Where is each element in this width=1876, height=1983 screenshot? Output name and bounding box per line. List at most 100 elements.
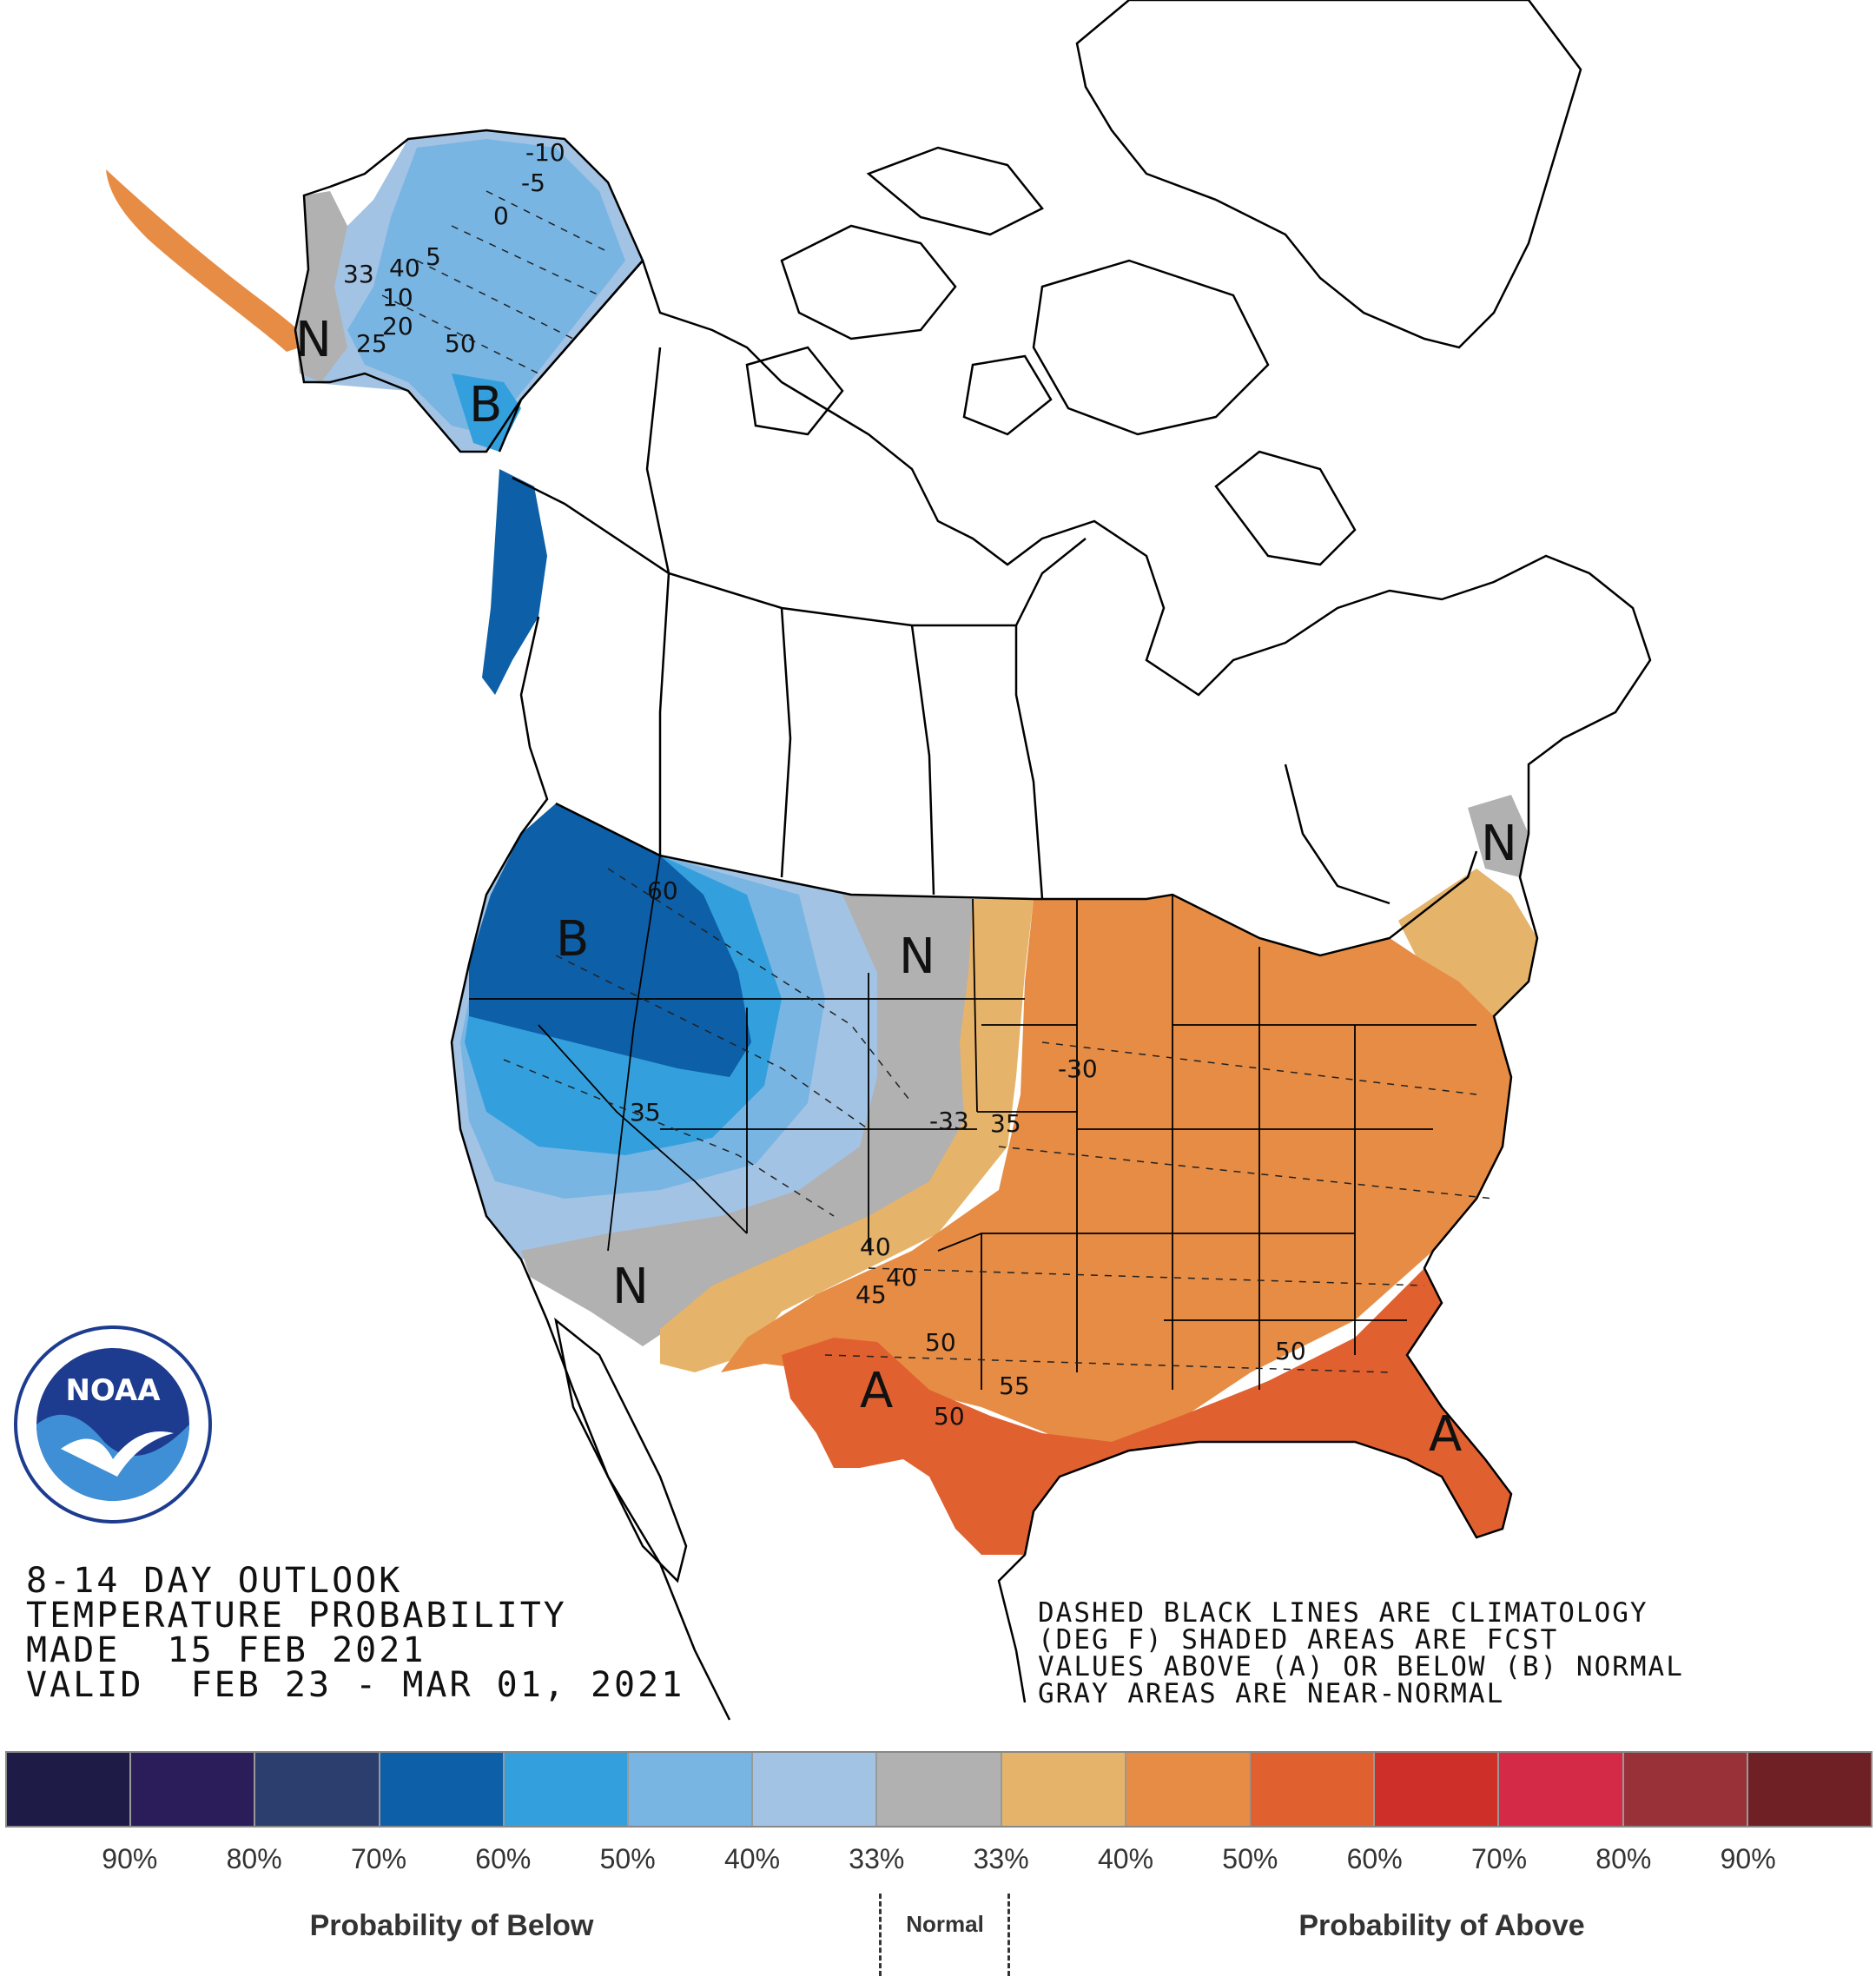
boundaries [294, 0, 1652, 1721]
contour-label: 20 [382, 312, 413, 340]
contour-label: 50 [934, 1402, 965, 1431]
contour-label: 40 [886, 1263, 917, 1292]
us-state-lines [469, 855, 1476, 1390]
contour-label: 60 [647, 876, 678, 905]
colorbar-tick-label: 90% [1720, 1843, 1776, 1874]
normal-divider-left [879, 1894, 882, 1976]
contour-label: -33 [929, 1107, 969, 1135]
greenland-outline [1075, 0, 1582, 349]
above-label: Probability of Above [1298, 1909, 1585, 1942]
colorbar-tick-label: 33% [973, 1843, 1029, 1874]
contour-label: 50 [445, 329, 476, 358]
alaska-canada-border [498, 260, 644, 453]
colorbar-swatch [753, 1753, 878, 1826]
colorbar-swatch [255, 1753, 380, 1826]
note-line: VALUES ABOVE (A) OR BELOW (B) NORMAL [1038, 1651, 1684, 1682]
alaska-below-letter: B [469, 377, 502, 433]
title-line: VALID FEB 23 - MAR 01, 2021 [26, 1665, 685, 1705]
arctic-islands-outline [745, 146, 1357, 566]
light-orange-band-region [660, 899, 1034, 1372]
alaska-outline [294, 129, 644, 453]
texas-above-letter: A [860, 1363, 893, 1419]
normal-label: Normal [906, 1911, 984, 1937]
florida-above-letter: A [1429, 1406, 1462, 1463]
north-america-outline [641, 260, 1652, 1703]
colorbar-tick-label: 80% [226, 1843, 282, 1874]
colorbar-swatch [629, 1753, 754, 1826]
category-letters: N B B N N N A A [295, 312, 1517, 1463]
colorbar-tick-label: 50% [599, 1843, 656, 1874]
southern-tier-dark-orange-region [782, 1268, 1511, 1555]
climatology-contour [503, 868, 913, 1217]
contour-label: 40 [860, 1233, 891, 1261]
aleutian-above-region [106, 169, 313, 352]
note-line: GRAY AREAS ARE NEAR-NORMAL [1038, 1678, 1505, 1709]
colorbar-swatch [1251, 1753, 1376, 1826]
logo-wordmark: NOAA [65, 1373, 161, 1408]
alaska-medium-blue-region [347, 139, 625, 434]
contour-label: 40 [389, 254, 420, 282]
contour-label: 35 [990, 1109, 1021, 1138]
contour-label: 10 [382, 283, 413, 312]
colorbar-swatch [1747, 1753, 1872, 1826]
title-line: 8-14 DAY OUTLOOK [26, 1561, 403, 1601]
colorbar-swatch [1499, 1753, 1624, 1826]
northwest-below-letter: B [556, 911, 589, 968]
bc-coast-dark-blue-region [482, 469, 547, 695]
new-england-normal-letter: N [1481, 816, 1517, 872]
alaska-gray-region [295, 191, 347, 382]
contour-label: 25 [356, 329, 387, 358]
contour-label: -10 [525, 138, 565, 167]
canadian-province-lines [512, 347, 1390, 905]
below-label: Probability of Below [309, 1909, 594, 1942]
probability-colorbar [5, 1751, 1873, 1828]
normal-divider-right [1007, 1894, 1010, 1976]
colorbar-swatch [7, 1753, 132, 1826]
contour-label: 55 [999, 1372, 1030, 1400]
new-england-gray-region [1468, 795, 1529, 877]
colorbar-swatch [131, 1753, 256, 1826]
contour-label: 0 [493, 202, 509, 230]
note-line: DASHED BLACK LINES ARE CLIMATOLOGY [1038, 1597, 1648, 1629]
colorbar-swatch [1623, 1753, 1748, 1826]
colorbar-tick-label: 70% [1470, 1843, 1528, 1874]
plains-gray-region [521, 895, 977, 1346]
colorbar-swatch [877, 1753, 1002, 1826]
title-line: MADE 15 FEB 2021 [26, 1630, 426, 1670]
contour-label: 35 [630, 1098, 661, 1127]
legend-note-block: DASHED BLACK LINES ARE CLIMATOLOGY (DEG F… [1038, 1600, 1684, 1708]
colorbar-tick-label: 60% [475, 1843, 532, 1874]
contour-label: 33 [343, 260, 374, 288]
note-line: (DEG F) SHADED AREAS ARE FCST [1038, 1624, 1559, 1656]
colorbar-tick-label: 90% [102, 1843, 158, 1874]
colorbar-swatch [1001, 1753, 1126, 1826]
colorbar-swatch [1375, 1753, 1500, 1826]
colorbar-swatch [1126, 1753, 1252, 1826]
alaska-normal-letter: N [295, 312, 332, 368]
title-line: TEMPERATURE PROBABILITY [26, 1596, 567, 1636]
colorbar-tick-label: 40% [723, 1843, 781, 1874]
probability-shading [106, 130, 1537, 1555]
contour-labels: -10 -5 0 33 40 5 10 20 25 50 60 35 -30 -… [343, 138, 1306, 1431]
contour-label: 5 [426, 242, 441, 271]
colorbar-tick-label: 33% [849, 1843, 905, 1874]
noaa-logo: NOAA [14, 1325, 212, 1524]
southwest-normal-letter: N [612, 1259, 649, 1315]
seagull-icon [61, 1431, 174, 1477]
colorbar-tick-label: 50% [1222, 1843, 1278, 1874]
contour-label: 45 [855, 1280, 887, 1309]
colorbar-tick-label: 60% [1346, 1843, 1403, 1874]
colorbar-swatch [380, 1753, 505, 1826]
baja-outline [554, 1317, 688, 1583]
contour-label: 50 [925, 1328, 956, 1357]
colorbar-tick-label: 40% [1097, 1843, 1154, 1874]
outlook-title-block: 8-14 DAY OUTLOOK TEMPERATURE PROBABILITY M… [26, 1563, 684, 1702]
central-east-orange-region [721, 895, 1511, 1451]
colorbar-tick-label: 70% [350, 1843, 407, 1874]
contour-label: -30 [1058, 1054, 1098, 1083]
colorbar-swatch [504, 1753, 630, 1826]
contour-label: -5 [521, 169, 545, 197]
west-coast-outline [450, 616, 731, 1721]
colorbar-tick-label: 80% [1595, 1843, 1652, 1874]
contour-label: 50 [1275, 1337, 1306, 1365]
